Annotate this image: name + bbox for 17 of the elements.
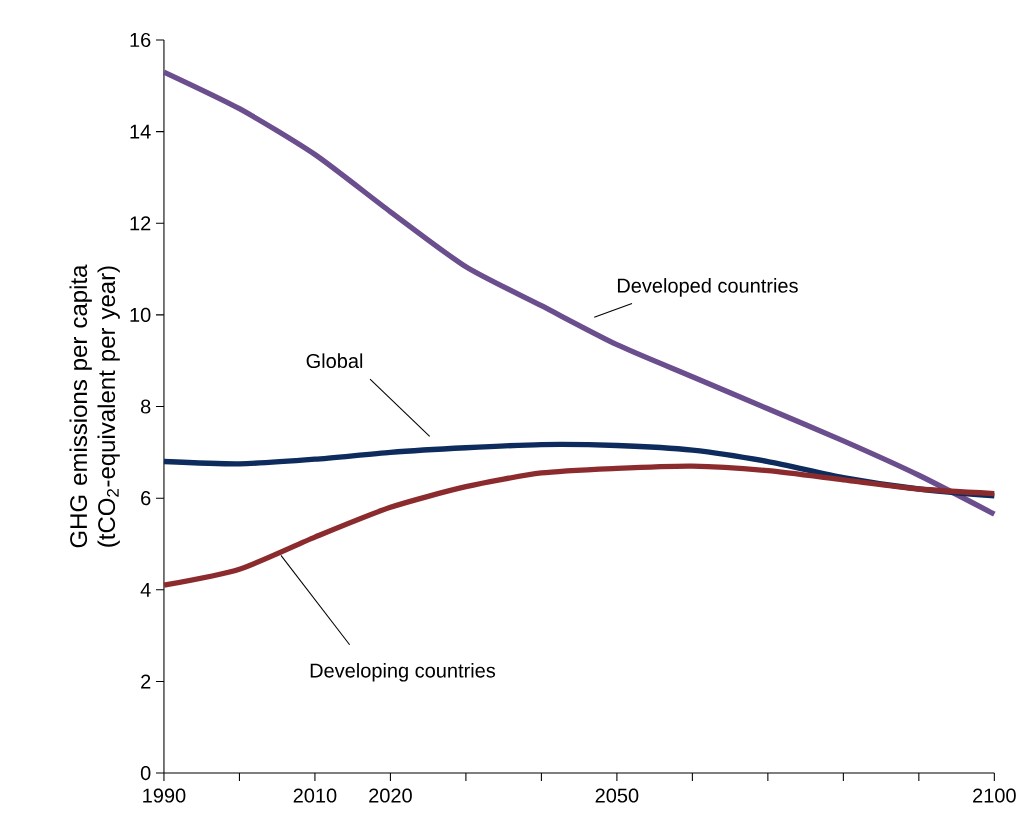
x-tick-label: 2100 <box>973 788 1016 803</box>
y-tick-label: 2 <box>141 674 151 689</box>
x-tick-label: 1990 <box>143 788 186 803</box>
y-tick-label: 8 <box>141 399 151 414</box>
y-tick-label: 12 <box>130 216 151 231</box>
y-tick-label: 16 <box>130 33 151 48</box>
y-tick-label: 0 <box>140 766 151 781</box>
y-tick-label: 6 <box>141 491 151 506</box>
x-tick-label: 2050 <box>595 788 639 803</box>
text: Developed countries <box>617 278 798 297</box>
y-tick-label: 14 <box>130 124 151 139</box>
x-tick-label: 2020 <box>369 788 412 803</box>
text: Global <box>306 353 363 369</box>
y-tick-label: 4 <box>140 583 151 597</box>
y-tick-label: 10 <box>130 307 151 323</box>
text: Developing countries <box>310 663 496 682</box>
x-tick-label: 2010 <box>293 788 337 803</box>
